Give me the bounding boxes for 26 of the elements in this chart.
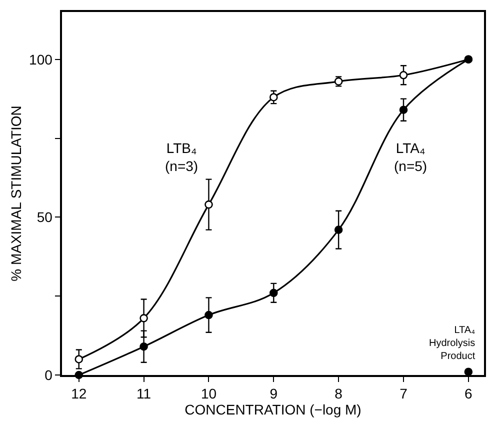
point xyxy=(334,226,343,234)
point xyxy=(399,70,408,80)
point xyxy=(464,368,473,376)
x-axis-title: CONCENTRATION (−log M) xyxy=(184,402,362,418)
series-label: LTA₄ Hydrolysis Product xyxy=(429,325,476,362)
point xyxy=(140,342,148,351)
point xyxy=(399,106,408,114)
point xyxy=(204,200,213,209)
x-tick-label: 7 xyxy=(400,386,408,402)
point xyxy=(270,93,278,102)
x-tick-label: 10 xyxy=(200,386,217,402)
series-label: LTA₄ (n=5) xyxy=(394,140,428,174)
point xyxy=(204,310,213,320)
x-tick-label: 9 xyxy=(270,386,278,402)
y-tick-label: 100 xyxy=(29,51,53,68)
series-label: LTB₄ (n=3) xyxy=(165,140,198,174)
x-tick-label: 11 xyxy=(136,386,152,402)
x-tick-label: 6 xyxy=(464,386,473,402)
point xyxy=(140,314,148,322)
x-tick-label: 12 xyxy=(71,386,87,402)
x-tick-label: 8 xyxy=(334,386,343,402)
y-tick-label: 50 xyxy=(36,209,53,226)
y-axis-title: % MAXIMAL STIMULATION xyxy=(8,106,24,282)
point xyxy=(270,288,278,298)
point xyxy=(74,355,84,364)
y-tick-label: 0 xyxy=(44,366,53,383)
